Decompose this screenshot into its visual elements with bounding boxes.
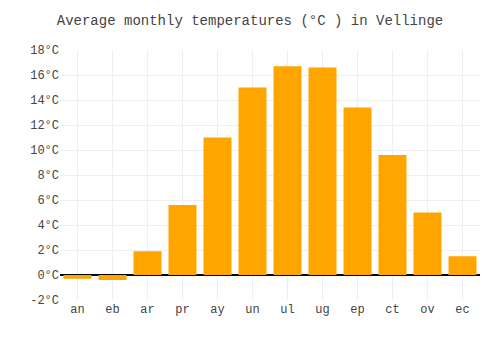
svg-text:ct: ct bbox=[385, 303, 399, 317]
svg-text:14°C: 14°C bbox=[30, 94, 59, 108]
svg-text:12°C: 12°C bbox=[30, 119, 59, 133]
svg-text:4°C: 4°C bbox=[37, 219, 59, 233]
svg-text:Average monthly temperatures (: Average monthly temperatures (°C ) in Ve… bbox=[57, 13, 443, 29]
svg-text:0°C: 0°C bbox=[37, 269, 59, 283]
svg-text:-2°C: -2°C bbox=[30, 294, 59, 308]
svg-text:pr: pr bbox=[175, 303, 189, 317]
svg-text:ov: ov bbox=[420, 303, 434, 317]
svg-text:16°C: 16°C bbox=[30, 69, 59, 83]
svg-text:2°C: 2°C bbox=[37, 244, 59, 258]
svg-text:ep: ep bbox=[350, 303, 364, 317]
svg-text:6°C: 6°C bbox=[37, 194, 59, 208]
svg-text:eb: eb bbox=[105, 303, 119, 317]
svg-text:ar: ar bbox=[140, 303, 154, 317]
svg-text:10°C: 10°C bbox=[30, 144, 59, 158]
svg-text:18°C: 18°C bbox=[30, 44, 59, 58]
svg-text:8°C: 8°C bbox=[37, 169, 59, 183]
svg-text:an: an bbox=[70, 303, 84, 317]
svg-text:ul: ul bbox=[280, 303, 294, 317]
svg-text:un: un bbox=[245, 303, 259, 317]
svg-text:ec: ec bbox=[455, 303, 469, 317]
svg-text:ay: ay bbox=[210, 303, 224, 317]
svg-text:ug: ug bbox=[315, 303, 329, 317]
